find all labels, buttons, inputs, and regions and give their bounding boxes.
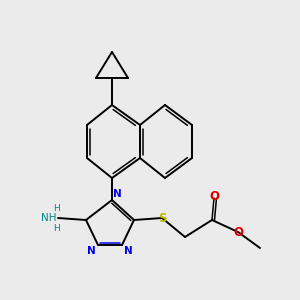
Text: N: N (124, 246, 133, 256)
Text: O: O (233, 226, 243, 238)
Text: H: H (54, 224, 60, 233)
Text: N: N (113, 189, 122, 199)
Text: N: N (87, 246, 96, 256)
Text: O: O (209, 190, 219, 203)
Text: S: S (158, 212, 166, 224)
Text: H: H (54, 204, 60, 213)
Text: NH: NH (41, 213, 57, 223)
